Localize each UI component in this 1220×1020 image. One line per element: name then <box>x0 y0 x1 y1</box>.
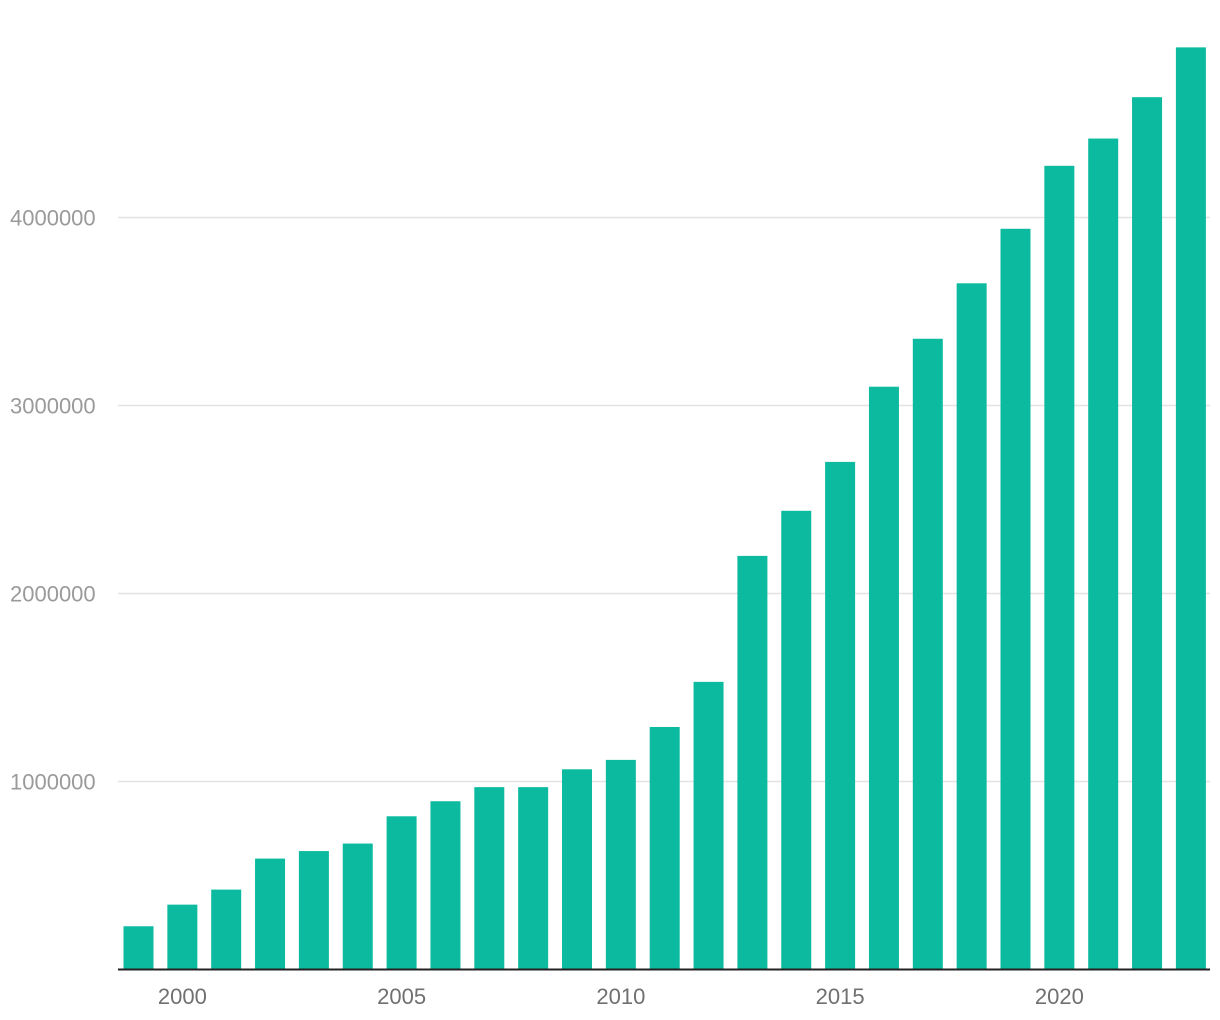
bar-2007 <box>474 787 505 970</box>
bar-1999 <box>123 926 154 970</box>
bar-2013 <box>737 555 768 970</box>
x-tick-label: 2005 <box>377 984 426 1009</box>
tick-labels: 1000000 2000000 3000000 4000000 2000 2005 2010… <box>10 206 1084 1010</box>
bar-2022 <box>1132 97 1163 970</box>
bar-2021 <box>1088 138 1119 970</box>
y-tick-label: 3000000 <box>10 394 96 419</box>
bar-2001 <box>211 889 242 970</box>
y-tick-label: 2000000 <box>10 582 96 607</box>
bar-2023 <box>1175 47 1206 970</box>
bar-2004 <box>342 843 373 970</box>
bar-2019 <box>1000 228 1031 970</box>
bar-2003 <box>298 851 329 970</box>
bar-2005 <box>386 816 417 970</box>
x-tick-label: 2010 <box>596 984 645 1009</box>
bar-2006 <box>430 801 461 970</box>
bar-2011 <box>649 726 680 970</box>
x-tick-label: 2000 <box>158 984 207 1009</box>
bar-2009 <box>562 769 592 970</box>
bar-2008 <box>518 787 549 970</box>
x-tick-label: 2015 <box>816 984 865 1009</box>
bars <box>123 47 1206 970</box>
y-tick-label: 4000000 <box>10 206 96 231</box>
bar-2015 <box>825 461 856 970</box>
bar-2010 <box>605 759 636 970</box>
bar-2012 <box>693 681 724 970</box>
bar-2014 <box>781 510 812 970</box>
bar-2016 <box>868 386 899 970</box>
bar-2002 <box>255 858 286 970</box>
bar-2017 <box>912 338 943 970</box>
y-tick-label: 1000000 <box>10 770 96 795</box>
bar-2000 <box>167 904 198 970</box>
bar-2020 <box>1044 165 1075 970</box>
x-tick-label: 2020 <box>1035 984 1084 1009</box>
bar-2018 <box>956 283 987 970</box>
